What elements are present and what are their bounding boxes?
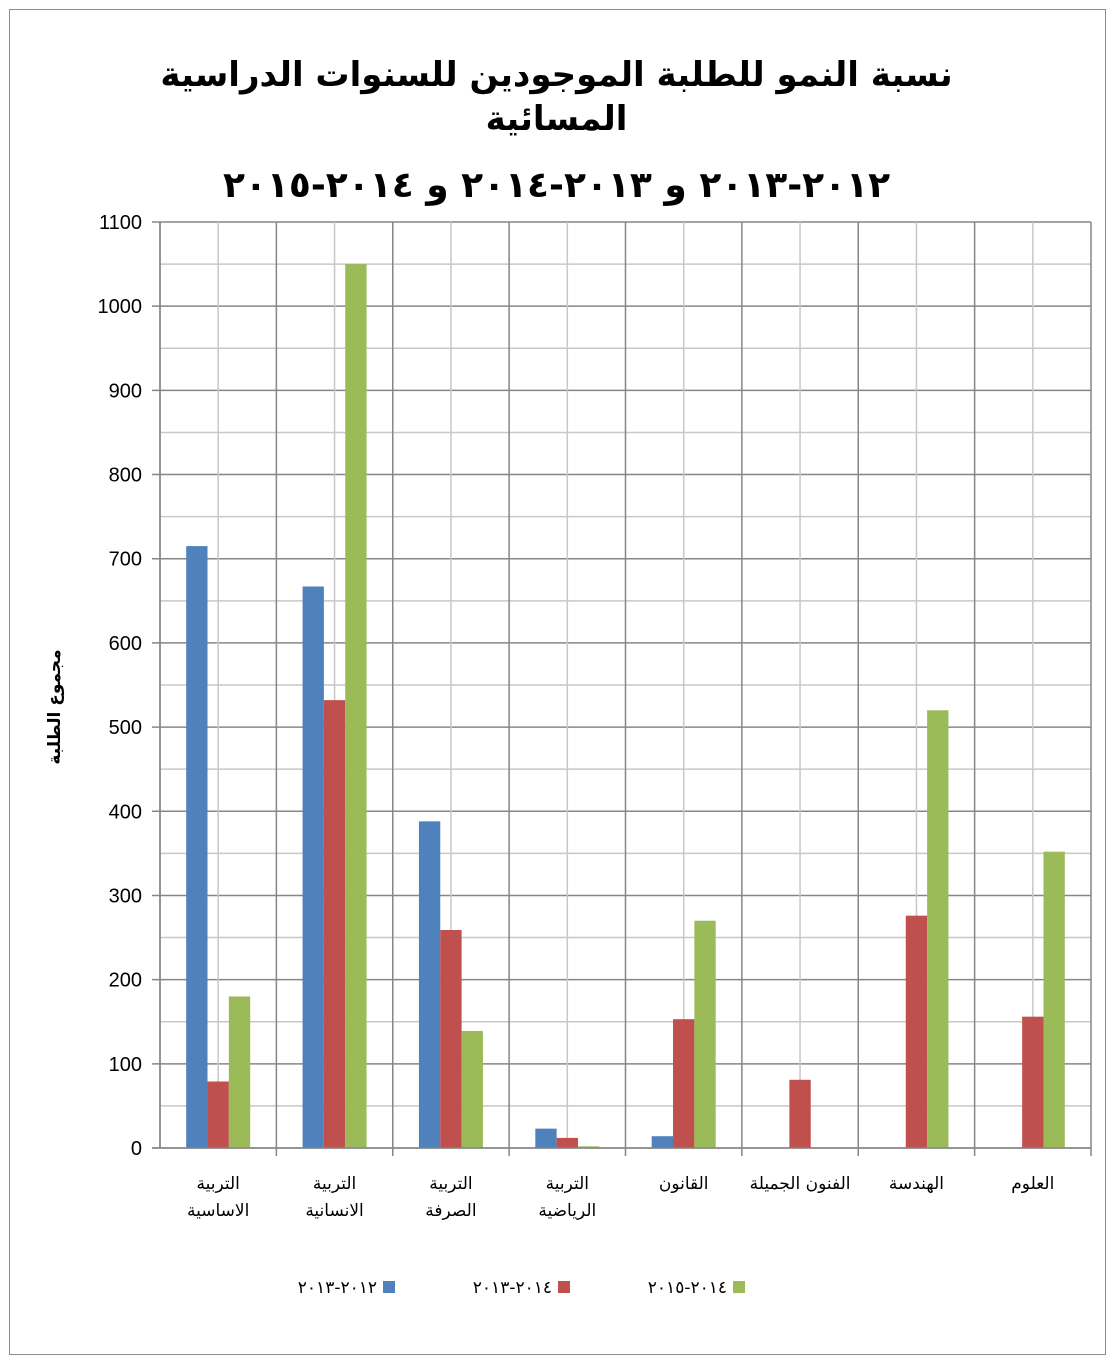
legend-swatch [558,1281,570,1293]
bar [673,1019,695,1148]
bar [1022,1016,1044,1148]
bar [577,1146,600,1148]
axes: 0 100 200 300 400 500 600 700 800 900 1000 1100 التر… [98,212,1091,1221]
x-tick-label: التربية [429,1174,472,1194]
bar [186,546,208,1148]
y-tick-label: 1100 [99,212,142,234]
bar [302,586,324,1148]
legend: ٢٠١٢-٢٠١٣ ٢٠١٤-٢٠١٣ ٢٠١٤-٢٠١٥ [298,1278,745,1298]
chart-subtitle: ٢٠١٢-٢٠١٣ و ٢٠١٣-٢٠١٤ و ٢٠١٤-٢٠١٥ [222,165,891,206]
x-tick-label: الرياضية [538,1201,596,1221]
bar [694,920,716,1148]
gridlines [152,221,1092,1156]
bar [440,929,462,1148]
y-tick-label: 0 [131,1138,142,1160]
y-tick-label: 500 [109,717,142,739]
bars [186,264,1065,1148]
x-tick-label: الصرفة [425,1201,476,1221]
y-tick-label: 1000 [98,296,143,318]
legend-swatch [733,1281,745,1293]
x-tick-label: العلوم [1011,1174,1054,1194]
y-axis-label: مجموع الطلبة [45,649,65,764]
bar [905,915,928,1148]
legend-label: ٢٠١٢-٢٠١٣ [298,1278,377,1298]
x-tick-label: الاساسية [187,1201,249,1221]
bar [323,700,346,1148]
bar [207,1081,229,1148]
bar [789,1079,811,1148]
x-tick-label: التربية [196,1174,239,1194]
y-tick-label: 700 [109,549,142,571]
bar [927,710,949,1148]
bar [556,1137,578,1148]
x-tick-label: التربية [313,1174,356,1194]
x-tick-label: الفنون الجميلة [750,1174,851,1194]
x-tick-label: التربية [546,1174,589,1194]
bar [461,1030,483,1148]
bar [345,264,367,1148]
chart-title-line2: المسائية [485,99,628,139]
y-tick-label: 200 [109,970,142,992]
y-tick-label: 800 [109,465,142,487]
bar [1043,851,1065,1148]
y-tick-label: 400 [109,801,142,823]
y-tick-label: 300 [109,885,142,907]
x-tick-label: القانون [659,1174,709,1194]
legend-label: ٢٠١٤-٢٠١٥ [648,1278,727,1298]
legend-swatch [383,1281,395,1293]
bar [651,1136,674,1148]
bar [228,996,251,1148]
bar [418,821,441,1148]
chart-title-line1: نسبة النمو للطلبة الموجودين للسنوات الدر… [160,55,953,95]
legend-label: ٢٠١٤-٢٠١٣ [473,1278,552,1298]
x-tick-label: الهندسة [889,1174,944,1194]
x-tick-label: الانسانية [305,1201,363,1221]
y-tick-label: 900 [109,380,142,402]
bar [535,1128,557,1148]
y-tick-label: 100 [109,1054,142,1076]
y-tick-label: 600 [109,633,142,655]
